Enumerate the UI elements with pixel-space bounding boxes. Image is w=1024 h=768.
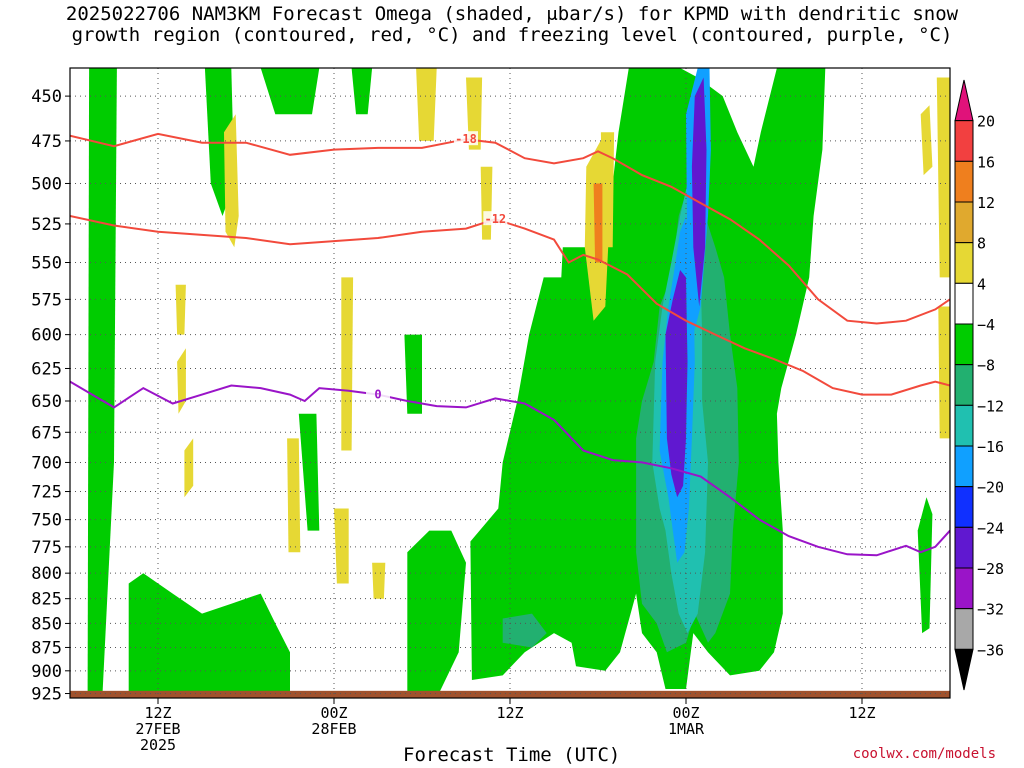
colorbar-swatch [954,120,974,162]
y-tick-label: 675 [31,423,62,443]
y-tick-label: 550 [31,253,62,273]
colorbar-label: 4 [977,275,986,293]
y-tick-label: 775 [31,538,62,558]
colorbar-label: −24 [977,519,1004,537]
x-tick-label: 00Z [320,704,347,722]
x-tick-label: 12Z [848,704,875,722]
x-tick-label: 12Z [144,704,171,722]
contour-label: -12 [484,212,506,226]
colorbar-swatch [954,323,974,366]
chart-title: 2025022706 NAM3KM Forecast Omega (shaded… [0,4,1024,46]
omega-region-green-5 [351,68,373,115]
contour-line-2 [70,380,950,557]
y-tick-label: 525 [31,215,62,235]
contour-label-bg [366,386,390,401]
omega-region-yellow-31 [920,105,933,176]
omega-region-green-7 [404,334,422,414]
omega-region-yellow-28 [341,277,354,451]
colorbar-label: 12 [977,194,995,212]
omega-region-yellow-30 [372,562,386,599]
source-credit: coolwx.com/models [852,746,996,762]
x-tick-label: 00Z [672,704,699,722]
colorbar-swatch [954,526,974,569]
omega-region-orange-34 [593,183,603,263]
contour-line-1 [70,215,950,396]
omega-region-green-1 [128,573,290,698]
colorbar-label: 20 [977,113,995,131]
omega-region-deep-17 [691,77,707,307]
colorbar-label: −8 [977,357,995,375]
omega-region-yellow-32 [936,77,950,278]
x-tick-label: 12Z [496,704,523,722]
contour-label-bg [454,131,478,146]
omega-region-green-10 [917,497,933,634]
y-tick-label: 500 [31,174,62,194]
y-tick-label: 725 [31,483,62,503]
omega-region-yellow-18 [416,68,437,141]
contour-line-0 [70,132,950,325]
y-tick-label: 475 [31,132,62,152]
y-tick-label: 850 [31,614,62,634]
colorbar-label: −16 [977,438,1004,456]
y-tick-label: 925 [31,685,62,705]
x-tick-label: 27FEB [135,720,180,738]
colorbar-swatch [954,282,974,325]
colorbar-label: −32 [977,601,1004,619]
colorbar-swatch [954,608,974,650]
y-tick-label: 625 [31,359,62,379]
contour-label: -18 [455,132,477,146]
omega-region-deep-16 [665,270,688,498]
omega-region-yellow-23 [175,284,186,335]
colorbar-label: −36 [977,641,1004,659]
colorbar-swatch [954,567,974,610]
colorbar-label: −12 [977,397,1004,415]
chart-title-line-1: 2025022706 NAM3KM Forecast Omega (shaded… [65,3,959,25]
colorbar-top-arrow [954,79,974,122]
colorbar-label: 8 [977,235,986,253]
y-tick-label: 600 [31,326,62,346]
y-tick-label: 875 [31,638,62,658]
y-tick-label: 650 [31,392,62,412]
colorbar-label: 16 [977,153,995,171]
colorbar-swatch [954,242,974,284]
y-tick-label: 700 [31,453,62,473]
colorbar-label: −20 [977,479,1004,497]
omega-region-teal-12 [502,613,547,648]
colorbar-label: −4 [977,316,995,334]
terrain-strip [70,690,950,698]
y-tick-label: 900 [31,662,62,682]
colorbar-label: −28 [977,560,1004,578]
x-tick-label: 1MAR [668,720,705,738]
x-tick-label: 28FEB [311,720,356,738]
x-tick-label: 2025 [140,736,176,754]
omega-region-yellow-24 [177,348,186,414]
y-tick-label: 450 [31,87,62,107]
omega-region-green-3 [260,68,320,115]
chart-title-line-2: growth region (contoured, red, °C) and f… [71,24,953,46]
y-tick-label: 800 [31,564,62,584]
colorbar-swatch [954,201,974,244]
contour-label: 0 [374,388,381,402]
colorbar-swatch [954,445,974,488]
x-axis-title: Forecast Time (UTC) [403,744,621,766]
omega-region-green-4 [298,413,320,531]
omega-region-yellow-26 [224,114,239,248]
omega-region-green-6 [407,530,466,698]
colorbar-bottom-arrow [954,648,974,691]
contour-label-bg [483,211,508,226]
colorbar-swatch [954,404,974,447]
colorbar-swatch [954,364,974,406]
y-tick-label: 825 [31,590,62,610]
y-tick-label: 575 [31,290,62,310]
omega-region-yellow-29 [334,508,349,584]
omega-region-yellow-33 [938,306,950,439]
omega-region-yellow-20 [480,166,493,240]
omega-region-yellow-25 [184,438,194,498]
colorbar-swatch [954,160,974,203]
colorbar-swatch [954,486,974,528]
y-tick-label: 750 [31,511,62,531]
omega-region-yellow-27 [287,438,301,553]
